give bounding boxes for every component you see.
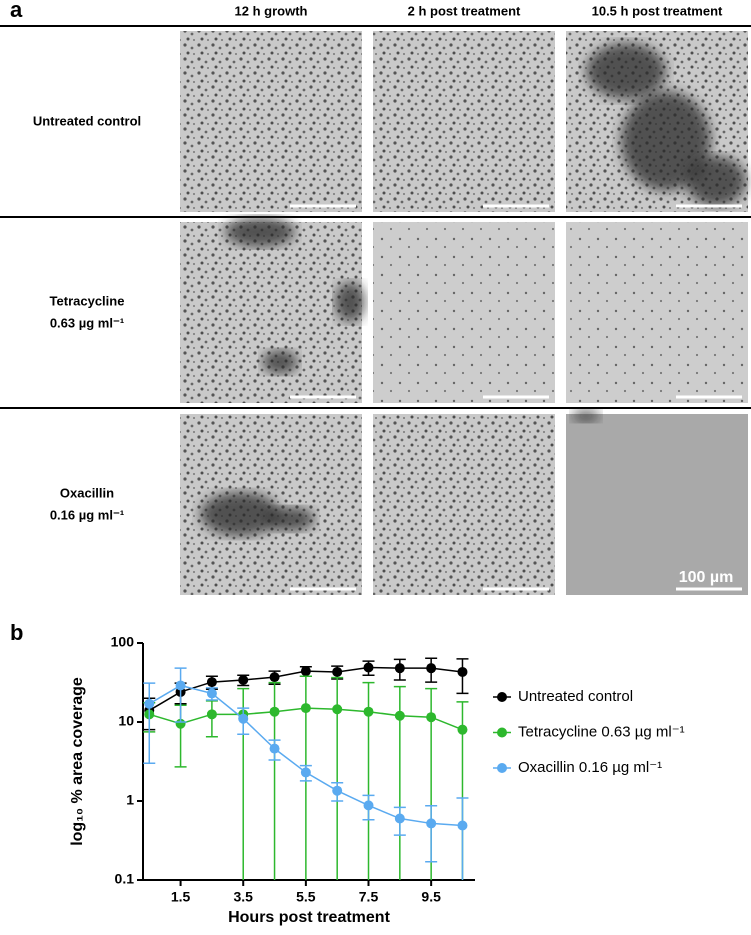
cell-cluster	[586, 43, 666, 99]
micrograph	[180, 217, 365, 403]
micrograph-bg	[373, 31, 555, 212]
data-point	[426, 818, 437, 829]
panel-b: b 0.1 1 10 100 1.5 3.5 5.5 7.5 9.5 Hours post tre…	[10, 620, 685, 926]
cell-cluster	[572, 410, 600, 422]
legend-label: Oxacillin 0.16 µg ml⁻¹	[518, 759, 662, 776]
micrograph	[180, 414, 362, 595]
row-label: 0.16 µg ml⁻¹	[50, 507, 124, 522]
y-axis-label: log₁₀ % area coverage	[69, 677, 86, 846]
micrograph-bg	[566, 414, 748, 595]
legend-marker	[497, 727, 507, 738]
cell-cluster	[686, 156, 746, 206]
data-point	[300, 703, 311, 714]
data-point	[426, 663, 437, 674]
x-tick-label: 3.5	[233, 889, 253, 905]
data-point	[363, 800, 374, 811]
micrograph-bg	[373, 222, 555, 403]
data-point	[332, 666, 343, 677]
row-label: Untreated control	[33, 113, 141, 128]
data-point	[457, 666, 468, 677]
data-point	[269, 672, 280, 683]
data-point	[363, 662, 374, 673]
error-bar	[425, 805, 438, 863]
data-point	[175, 680, 186, 691]
legend-marker	[497, 763, 507, 773]
legend-label: Untreated control	[518, 688, 633, 705]
column-header: 10.5 h post treatment	[592, 3, 723, 18]
cell-cluster	[265, 507, 315, 531]
error-bar	[456, 797, 469, 880]
legend-label: Tetracycline 0.63 µg ml⁻¹	[518, 723, 685, 740]
cell-cluster	[262, 350, 298, 374]
cell-cluster	[335, 282, 365, 322]
cell-cluster	[200, 492, 280, 536]
data-point	[238, 713, 249, 724]
error-bar	[143, 682, 156, 765]
x-axis-label: Hours post treatment	[228, 909, 390, 926]
y-tick-label: 1	[126, 792, 134, 808]
data-point	[206, 677, 217, 688]
data-point	[363, 706, 374, 717]
micrograph	[566, 410, 748, 595]
panel-a: a 12 h growth 2 h post treatment 10.5 h …	[0, 0, 751, 595]
y-tick-label: 100	[111, 634, 135, 650]
y-tick-label: 10	[118, 713, 134, 729]
micrograph-bg	[566, 222, 748, 403]
x-tick-label: 1.5	[171, 889, 191, 905]
cell-cluster	[621, 91, 711, 191]
data-point	[457, 724, 468, 735]
data-point	[300, 666, 311, 677]
data-point	[457, 820, 468, 831]
micrograph-bg	[373, 414, 555, 595]
panel-label: a	[10, 0, 23, 22]
column-header: 2 h post treatment	[408, 3, 521, 18]
panel-label: b	[10, 620, 23, 645]
y-tick-label: 0.1	[115, 871, 135, 887]
column-header: 12 h growth	[235, 3, 308, 18]
micrograph	[373, 414, 555, 595]
row-label: Tetracycline	[50, 293, 125, 308]
data-point	[332, 785, 343, 796]
data-point	[206, 688, 217, 699]
x-tick-label: 9.5	[421, 889, 441, 905]
micrograph	[566, 222, 748, 403]
legend-marker	[497, 692, 507, 702]
micrograph	[373, 31, 555, 212]
data-point	[144, 698, 155, 709]
row-label: 0.63 µg ml⁻¹	[50, 315, 124, 330]
row-label: Oxacillin	[60, 485, 114, 500]
x-tick-label: 5.5	[296, 889, 316, 905]
data-point	[394, 813, 405, 824]
data-point	[206, 709, 217, 720]
error-bar	[174, 667, 187, 723]
x-tick-label: 7.5	[359, 889, 379, 905]
scale-bar-label: 100 µm	[679, 569, 734, 586]
data-point	[269, 743, 280, 754]
data-point	[426, 712, 437, 723]
cell-cluster	[225, 217, 295, 247]
data-point	[300, 767, 311, 778]
micrograph-bg	[180, 31, 362, 212]
data-point	[394, 710, 405, 721]
data-point	[332, 704, 343, 715]
micrograph	[566, 31, 748, 212]
micrograph	[180, 31, 362, 212]
data-point	[269, 706, 280, 717]
data-point	[238, 675, 249, 686]
micrograph	[373, 222, 555, 403]
micrograph-bg	[180, 222, 362, 403]
data-point	[394, 663, 405, 674]
